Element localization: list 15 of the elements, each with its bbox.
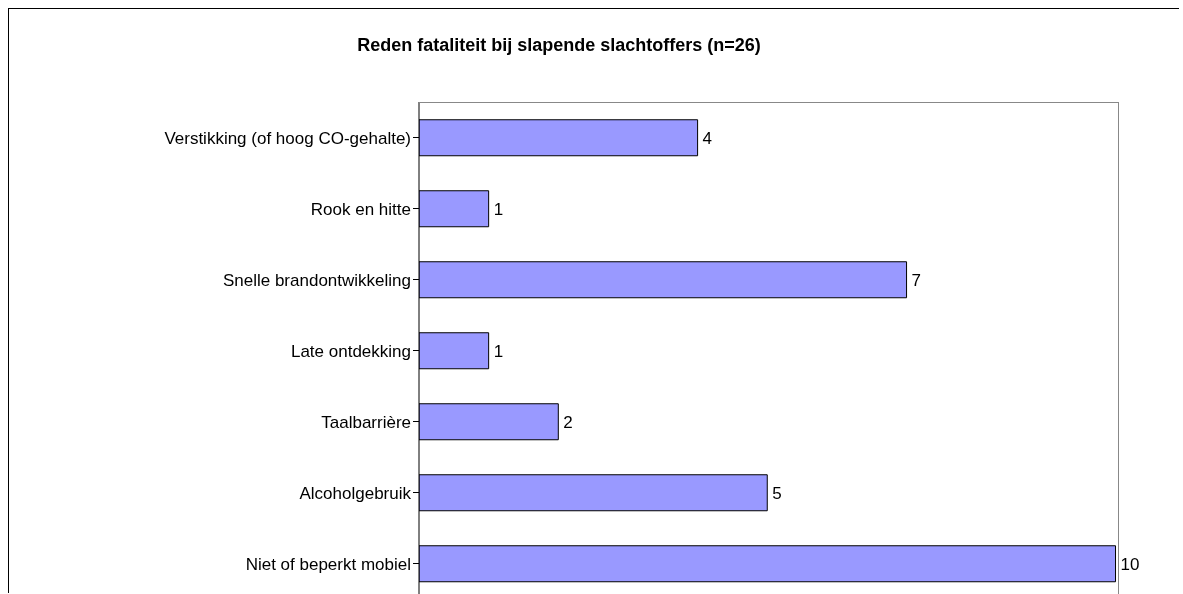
data-label: 7 <box>911 270 922 290</box>
y-tick-label: Niet of beperkt mobiel <box>245 554 411 574</box>
chart-title: Reden fataliteit bij slapende slachtoffers (n=26) <box>356 34 762 56</box>
data-label: 5 <box>772 483 782 503</box>
data-label: 2 <box>563 412 573 432</box>
data-label: 1 <box>493 341 504 361</box>
y-tick-label: Rook en hitte <box>310 199 411 219</box>
y-tick-label: Late ontdekking <box>290 341 411 361</box>
y-tick-label: Taalbarrière <box>321 412 411 432</box>
data-label: 1 <box>493 199 504 219</box>
data-label: 10 <box>1120 554 1140 574</box>
y-tick-label: Alcoholgebruik <box>299 483 412 503</box>
data-label: 4 <box>702 128 713 148</box>
y-tick-label: Snelle brandontwikkeling <box>222 270 411 290</box>
y-tick-label: Verstikking (of hoog CO-gehalte) <box>164 128 411 148</box>
